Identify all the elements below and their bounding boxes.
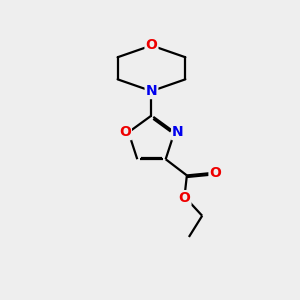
Text: N: N (172, 125, 184, 139)
Text: O: O (178, 191, 190, 205)
Text: O: O (146, 38, 158, 52)
Text: O: O (209, 166, 221, 180)
Text: O: O (119, 125, 131, 139)
Text: N: N (146, 84, 157, 98)
